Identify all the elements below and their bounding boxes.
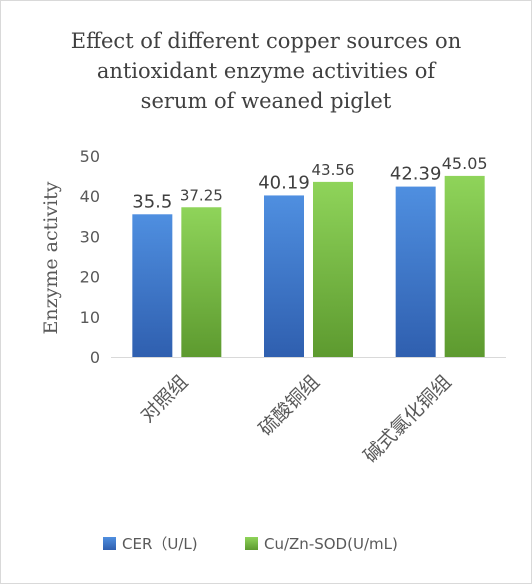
legend-swatch-sod bbox=[245, 537, 258, 550]
category-label-对照组: 对照组 bbox=[136, 371, 192, 427]
legend-label-sod: Cu/Zn-SOD(U/mL) bbox=[264, 535, 398, 553]
bar-sod-硫酸铜组 bbox=[313, 181, 353, 357]
data-label-cer-硫酸铜组: 40.19 bbox=[258, 172, 310, 193]
bar-cer-对照组 bbox=[132, 214, 173, 357]
legend-swatch-cer bbox=[103, 537, 116, 550]
data-label-cer-碱式氯化铜组: 42.39 bbox=[390, 164, 442, 185]
y-tick-label: 30 bbox=[80, 227, 100, 246]
chart-title-line-3: serum of weaned piglet bbox=[141, 89, 392, 113]
data-label-sod-碱式氯化铜组: 45.05 bbox=[442, 154, 488, 173]
bars-group bbox=[132, 175, 485, 357]
y-axis-label: Enzyme activity bbox=[40, 181, 62, 334]
bar-sod-对照组 bbox=[181, 207, 222, 357]
chart-title-line-2: antioxidant enzyme activities of bbox=[97, 59, 438, 83]
category-label-碱式氯化铜组: 碱式氯化铜组 bbox=[360, 371, 456, 467]
data-label-sod-对照组: 37.25 bbox=[180, 186, 223, 204]
data-label-cer-对照组: 35.5 bbox=[132, 191, 172, 212]
y-tick-label: 0 bbox=[90, 348, 100, 367]
x-axis-category-labels: 对照组 硫酸铜组 碱式氯化铜组 bbox=[136, 371, 455, 467]
y-tick-label: 20 bbox=[80, 268, 100, 287]
chart-title-line-1: Effect of different copper sources on bbox=[71, 29, 461, 53]
legend-label-cer: CER（U/L) bbox=[122, 535, 198, 553]
legend: CER（U/L) Cu/Zn-SOD(U/mL) bbox=[103, 535, 398, 553]
y-axis-ticks: 0 10 20 30 40 50 bbox=[80, 147, 100, 367]
bar-cer-硫酸铜组 bbox=[264, 195, 304, 357]
y-tick-label: 40 bbox=[80, 187, 100, 206]
data-label-sod-硫酸铜组: 43.56 bbox=[312, 161, 355, 179]
category-label-硫酸铜组: 硫酸铜组 bbox=[255, 371, 324, 440]
y-tick-label: 50 bbox=[80, 147, 100, 166]
bar-sod-碱式氯化铜组 bbox=[444, 175, 485, 357]
y-tick-label: 10 bbox=[80, 308, 100, 327]
data-labels: 35.5 37.25 40.19 43.56 42.39 45.05 bbox=[132, 154, 487, 212]
bar-cer-碱式氯化铜组 bbox=[395, 186, 436, 357]
